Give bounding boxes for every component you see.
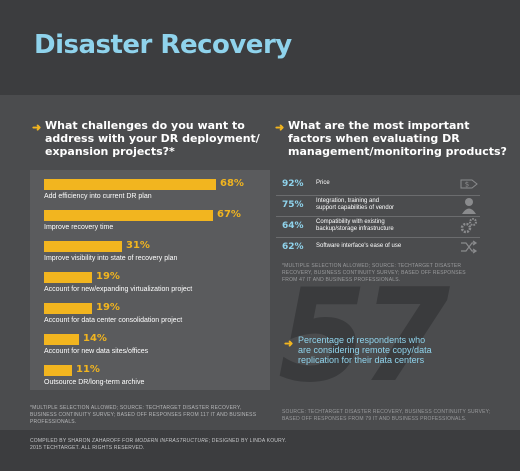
copyright-line: 2015 TECHTARGET. ALL RIGHTS RESERVED.	[30, 445, 145, 451]
bar-category-label: Add efficiency into current DR plan	[44, 193, 152, 200]
right-question-line: factors when evaluating DR	[288, 132, 460, 145]
left-footnote: *MULTIPLE SELECTION ALLOWED; SOURCE: TEC…	[30, 405, 256, 426]
bar	[44, 365, 72, 376]
factor-label: Price	[316, 180, 330, 187]
arrow-icon: ➜	[275, 122, 285, 134]
footnote-line: BUSINESS CONTINUITY SURVEY; BASED OFF RE…	[30, 412, 257, 418]
factor-label-line: Software interface's ease of use	[316, 243, 402, 249]
bar	[44, 179, 216, 190]
gears-icon	[460, 218, 477, 234]
left-question-line: address with your DR deployment/	[45, 132, 260, 145]
bar	[44, 272, 92, 283]
bar	[44, 241, 122, 252]
right-footnote: *MULTIPLE SELECTION ALLOWED; SOURCE: TEC…	[282, 263, 466, 284]
factor-label-line: Compatibility with existing	[316, 219, 385, 225]
bar-category-label: Account for new data sites/offices	[44, 348, 149, 355]
bar-value-label: 19%	[96, 271, 120, 282]
credit-suffix: ; DESIGNED BY LINDA KOURY.	[208, 438, 287, 444]
bar-category-label: Account for data center consolidation pr…	[44, 317, 183, 324]
footnote-line: SOURCE: TECHTARGET DISASTER RECOVERY, BU…	[282, 409, 491, 415]
arrow-icon: ➜	[32, 122, 42, 134]
bar	[44, 210, 213, 221]
bar-value-label: 14%	[83, 333, 107, 344]
content-area: ➜ What challenges do you want to address…	[0, 95, 520, 430]
factor-row: 64% Compatibility with existing backup/s…	[276, 218, 480, 238]
factor-label: Integration, training and support capabi…	[316, 198, 394, 212]
bar	[44, 303, 92, 314]
left-question: What challenges do you want to address w…	[45, 119, 260, 158]
factor-percent: 75%	[282, 200, 304, 210]
factor-row: 92% Price $	[276, 177, 480, 196]
bar-category-label: Account for new/expanding virtualization…	[44, 286, 193, 293]
factor-percent: 64%	[282, 221, 304, 231]
right-question-line: management/monitoring products?	[288, 145, 507, 158]
factor-percent: 92%	[282, 179, 304, 189]
factor-row: 75% Integration, training and support ca…	[276, 198, 480, 217]
left-question-line: expansion projects?*	[45, 145, 175, 158]
footer-band: COMPILED BY SHARON ZAHAROFF FOR MODERN I…	[0, 430, 520, 471]
stat-line: are considering remote copy/data	[298, 345, 432, 355]
stat-source: SOURCE: TECHTARGET DISASTER RECOVERY, BU…	[282, 409, 490, 423]
factor-label: Compatibility with existing backup/stora…	[316, 219, 394, 233]
credit-publication: MODERN INFRASTRUCTURE	[134, 438, 209, 444]
row-divider	[276, 195, 480, 196]
arrow-icon: ➜	[284, 338, 294, 350]
bar-category-label: Improve recovery time	[44, 224, 114, 231]
footnote-line: RECOVERY, BUSINESS CONTINUITY SURVEY; BA…	[282, 270, 466, 276]
footnote-line: FROM 47 IT AND BUSINESS PROFESSIONALS.	[282, 277, 401, 283]
footnote-line: *MULTIPLE SELECTION ALLOWED; SOURCE: TEC…	[282, 263, 462, 269]
left-question-line: What challenges do you want to	[45, 119, 245, 132]
shuffle-icon	[461, 240, 478, 254]
bar-category-label: Outsource DR/long-term archive	[44, 379, 145, 386]
bar-value-label: 19%	[96, 302, 120, 313]
big-number: 57	[278, 262, 450, 411]
factor-label-line: support capabilities of vendor	[316, 205, 395, 211]
stat-description: Percentage of respondents who are consid…	[298, 335, 432, 365]
row-divider	[276, 216, 480, 217]
bar-value-label: 31%	[126, 240, 150, 251]
credits: COMPILED BY SHARON ZAHAROFF FOR MODERN I…	[30, 438, 286, 452]
row-divider	[276, 237, 480, 238]
credit-prefix: COMPILED BY SHARON ZAHAROFF FOR	[30, 438, 135, 444]
bar	[44, 334, 79, 345]
price-tag-icon: $	[460, 179, 478, 189]
footnote-line: *MULTIPLE SELECTION ALLOWED; SOURCE: TEC…	[30, 405, 242, 411]
right-question-line: What are the most important	[288, 119, 470, 132]
credit-line: COMPILED BY SHARON ZAHAROFF FOR MODERN I…	[30, 438, 286, 445]
svg-text:$: $	[465, 181, 469, 189]
header-band: Disaster Recovery	[0, 0, 520, 95]
footnote-line: PROFESSIONALS.	[30, 419, 77, 425]
person-icon	[462, 198, 476, 214]
bar-value-label: 68%	[220, 178, 244, 189]
factor-row: 62% Software interface's ease of use	[276, 240, 480, 256]
bar-value-label: 67%	[217, 209, 241, 220]
factor-label-line: Integration, training and	[316, 198, 380, 204]
stat-line: Percentage of respondents who	[298, 335, 426, 345]
bar-category-label: Improve visibility into state of recover…	[44, 255, 178, 262]
factor-label: Software interface's ease of use	[316, 243, 401, 250]
factor-label-line: Price	[316, 180, 330, 186]
factor-percent: 62%	[282, 242, 304, 252]
footnote-line: BASED OFF RESPONSES FROM 79 IT AND BUSIN…	[282, 416, 467, 422]
stat-line: replication for their data centers	[298, 355, 425, 365]
page-title: Disaster Recovery	[34, 30, 292, 60]
bar-value-label: 11%	[76, 364, 100, 375]
factor-label-line: backup/storage infrastructure	[316, 226, 394, 232]
right-question: What are the most important factors when…	[288, 119, 507, 158]
